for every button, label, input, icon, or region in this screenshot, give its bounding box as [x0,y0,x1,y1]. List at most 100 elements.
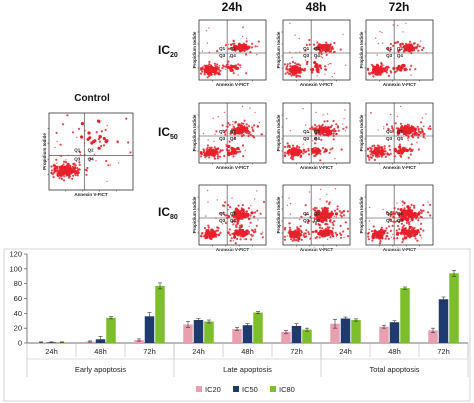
error-bar [354,318,358,322]
quadrant-label-q4: Q4 [88,157,95,162]
quadrant-label-q4: Q4 [230,218,237,223]
quadrant-label-q4: Q4 [314,136,321,141]
quadrant-label-q2: Q2 [230,46,237,51]
column-header-24h: 24h [222,0,243,14]
bar-ic20 [134,340,144,343]
y-axis-label: Propidium Iodide [192,114,197,151]
quadrant-label-q3: Q3 [386,136,393,141]
error-bar [431,327,435,333]
quadrant-label-q1: Q1 [386,129,393,134]
bar-ic80 [449,273,459,343]
quadrant-label-q3: Q3 [303,136,310,141]
error-bar [403,286,407,290]
event-dots [283,22,347,78]
quadrant-label-q1: Q1 [74,148,81,153]
event-dots [283,108,348,162]
bar-ic20 [428,330,438,343]
quadrant-label-q1: Q1 [303,46,310,51]
legend-item-ic50: IC50 [233,385,258,394]
group-label: Total apoptosis [369,365,419,374]
bar-ic20 [183,324,193,343]
error-bar [305,327,309,332]
error-bar [333,318,337,329]
error-bar [98,336,103,343]
group-label: Early apoptosis [75,365,127,374]
quadrant-label-q3: Q3 [303,53,310,58]
group-label: Late apoptosis [223,365,272,374]
error-bar [392,320,397,325]
bar-ic80 [302,329,312,343]
quadrant-label-q1: Q1 [219,46,226,51]
y-tick-label: 60 [14,294,22,303]
quadrant-label-q2: Q2 [397,211,404,216]
event-dots [366,105,432,162]
legend-swatch [196,386,202,392]
error-bar [137,338,141,342]
x-axis-label: Annexin V-FICT [383,165,417,170]
quadrant-label-q1: Q1 [386,211,393,216]
bar-ic20 [281,331,291,344]
bar-ic50 [340,318,351,343]
flow-panel-ic50-24h: Q1 Q2 Q3 Q4 Annexin V-FICT Propidium Iodide [192,102,267,170]
x-axis-label: Annexin V-FICT [383,247,417,252]
error-bar [245,323,250,327]
error-bar [294,323,299,329]
quadrant-label-q1: Q1 [303,129,310,134]
flow-panel-ic50-48h: Q1 Q2 Q3 Q4 Annexin V-FICT Propidium Iodide [276,102,351,170]
flow-panel-ic20-48h: Q1 Q2 Q3 Q4 Annexin V-FICT Propidium Iodide [276,19,351,87]
bar-ic50 [144,316,155,343]
x-tick-label: 72h [437,347,450,356]
y-axis-label: Propidium Iodide [192,31,197,68]
quadrant-label-q2: Q2 [314,211,321,216]
quadrant-label-q3: Q3 [303,218,310,223]
flow-panel-ic20-24h: Q1 Q2 Q3 Q4 Annexin V-FICT Propidium Iodide [192,19,267,87]
row-label-ic50: IC50 [158,125,178,141]
quadrant-label-q3: Q3 [219,218,226,223]
plot-frame [48,112,134,191]
error-bar [158,282,162,290]
x-tick-label: 24h [192,347,205,356]
x-tick-label: 24h [45,347,58,356]
x-tick-label: 24h [339,347,352,356]
x-tick-label: 48h [241,347,254,356]
x-axis-label: Annexin V-FICT [216,82,250,87]
event-dots [199,26,260,79]
quadrant-label-q3: Q3 [74,157,81,162]
y-axis-label: Propidium Iodide [359,31,364,68]
legend-item-ic80: IC80 [270,385,295,394]
quadrant-label-q4: Q4 [314,218,321,223]
flow-panel-ic20-72h: Q1 Q2 Q3 Q4 Annexin V-FICT Propidium Iodide [359,19,434,87]
bar-ic80 [155,285,165,343]
row-label-ic80: IC80 [158,205,178,221]
x-axis-label: Annexin V-FICT [300,82,334,87]
bar-ic50 [438,299,449,343]
legend-item-ic20: IC20 [196,385,221,394]
x-tick-label: 48h [388,347,401,356]
quadrant-label-q2: Q2 [314,46,321,51]
flow-panel-ic80-48h: Q1 Q2 Q3 Q4 Annexin V-FICT Propidium Iodide [276,184,351,252]
y-axis-label: Propidium Iodide [359,114,364,151]
y-tick-label: 100 [9,264,22,273]
event-dots [50,114,132,183]
y-tick-label: 40 [14,309,22,318]
bar-ic50 [242,325,253,343]
y-tick-label: 20 [14,324,22,333]
event-dots [199,105,264,160]
bar-ic80 [253,312,263,343]
event-dots [199,189,266,245]
error-bar [39,341,43,343]
y-tick-label: 0 [18,339,22,348]
event-dots [283,188,350,242]
error-bar [49,341,54,343]
y-axis-label: Propidium Iodide [42,133,47,170]
quadrant-label-q1: Q1 [219,211,226,216]
error-bar [452,270,456,277]
error-bar [109,316,113,320]
quadrant-label-q3: Q3 [386,218,393,223]
x-axis-label: Annexin V-FICT [300,247,334,252]
row-label-ic20: IC20 [158,43,178,59]
bar-ic20 [330,323,340,343]
bar-ic50 [389,322,400,343]
error-bar [441,296,446,302]
